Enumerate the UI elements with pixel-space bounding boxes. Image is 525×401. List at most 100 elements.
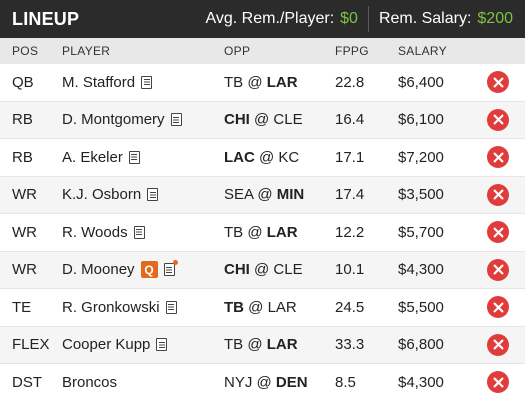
player-name[interactable]: D. Montgomery [62, 111, 165, 129]
at-separator: @ [249, 261, 274, 279]
table-row: TE R. Gronkowski TB @ LAR 24.5 $5,500 [0, 289, 525, 327]
opponent-cell: SEA @ MIN [224, 186, 335, 203]
salary-cell: $4,300 [398, 261, 444, 279]
away-team: NYJ [224, 373, 253, 391]
away-team: TB [224, 223, 244, 241]
home-team: LAR [266, 223, 298, 241]
player-name[interactable]: D. Mooney [62, 261, 135, 279]
player-notes-icon[interactable] [163, 260, 178, 277]
table-row: RB A. Ekeler LAC @ KC 17.1 $7,200 [0, 139, 525, 177]
salary-cell: $6,100 [398, 111, 444, 129]
opponent-cell: CHI @ CLE [224, 261, 335, 278]
home-team: MIN [276, 186, 305, 204]
position-cell: FLEX [12, 336, 50, 354]
action-cell [471, 371, 525, 394]
home-team: CLE [273, 261, 303, 279]
table-header: POS PLAYER OPP FPPG SALARY [0, 38, 525, 64]
opponent-cell: TB @ LAR [224, 224, 335, 241]
remove-player-button[interactable] [487, 371, 509, 394]
fppg-cell: 17.4 [335, 186, 365, 204]
x-circle-icon [493, 302, 503, 313]
position-cell: RB [12, 111, 33, 129]
column-header-player: PLAYER [62, 44, 111, 58]
remove-player-button[interactable] [487, 296, 509, 319]
home-team: LAR [266, 73, 298, 91]
player-notes-icon[interactable] [133, 225, 145, 239]
salary-cell: $4,300 [398, 373, 444, 391]
away-team: TB [224, 298, 244, 316]
remove-player-button[interactable] [487, 333, 509, 356]
salary-cell: $3,500 [398, 186, 444, 204]
player-name[interactable]: M. Stafford [62, 73, 136, 91]
lineup-table-body: QB M. Stafford TB @ LAR 22.8 $6,400 RB D… [0, 64, 525, 401]
position-cell: DST [12, 373, 42, 391]
fppg-cell: 10.1 [335, 261, 365, 279]
column-header-fppg: FPPG [335, 44, 369, 58]
position-cell: WR [12, 261, 37, 279]
at-separator: @ [249, 111, 274, 129]
player-notes-icon[interactable] [156, 338, 168, 352]
position-cell: QB [12, 73, 34, 91]
table-row: WR D. Mooney Q CHI @ CLE 10.1 $4,300 [0, 251, 525, 289]
action-cell [471, 333, 525, 356]
home-team: KC [278, 148, 300, 166]
x-circle-icon [493, 152, 503, 163]
position-cell: WR [12, 186, 37, 204]
opponent-cell: TB @ LAR [224, 74, 335, 91]
position-cell: RB [12, 148, 33, 166]
player-cell: R. Woods [62, 224, 224, 241]
remaining-salary-stat: Rem. Salary: $200 [379, 10, 513, 28]
salary-cell: $5,500 [398, 298, 444, 316]
home-team: LAR [266, 336, 298, 354]
home-team: LAR [267, 298, 297, 316]
player-notes-icon[interactable] [170, 113, 182, 127]
at-separator: @ [243, 73, 267, 91]
player-name[interactable]: R. Gronkowski [62, 298, 160, 316]
salary-cell: $6,400 [398, 73, 444, 91]
player-name[interactable]: Cooper Kupp [62, 336, 151, 354]
table-row: WR R. Woods TB @ LAR 12.2 $5,700 [0, 214, 525, 252]
player-notes-icon[interactable] [147, 188, 159, 202]
table-row: DST Broncos NYJ @ DEN 8.5 $4,300 [0, 364, 525, 401]
remove-player-button[interactable] [487, 146, 509, 169]
player-name[interactable]: K.J. Osborn [62, 186, 142, 204]
column-header-opp: OPP [224, 44, 251, 58]
x-circle-icon [493, 227, 503, 238]
player-notes-icon[interactable] [165, 300, 177, 314]
at-separator: @ [252, 373, 276, 391]
remove-player-button[interactable] [487, 183, 509, 206]
player-notes-icon[interactable] [141, 75, 153, 89]
table-row: FLEX Cooper Kupp TB @ LAR 33.3 $6,800 [0, 326, 525, 364]
salary-cell: $6,800 [398, 336, 444, 354]
position-cell: WR [12, 223, 37, 241]
player-cell: A. Ekeler [62, 149, 224, 166]
avg-remaining-value: $0 [340, 10, 358, 27]
player-notes-icon[interactable] [128, 150, 140, 164]
fppg-cell: 12.2 [335, 223, 365, 241]
remove-player-button[interactable] [487, 71, 509, 94]
remove-player-button[interactable] [487, 258, 509, 281]
news-alert-dot [172, 260, 178, 266]
player-cell: M. Stafford [62, 74, 224, 91]
away-team: TB [224, 336, 244, 354]
salary-cell: $5,700 [398, 223, 444, 241]
remove-player-button[interactable] [487, 108, 509, 131]
avg-remaining-stat: Avg. Rem./Player: $0 [206, 10, 358, 28]
action-cell [471, 108, 525, 131]
action-cell [471, 183, 525, 206]
action-cell [471, 258, 525, 281]
remaining-salary-value: $200 [477, 10, 513, 27]
stats-divider [367, 6, 369, 32]
column-header-salary: SALARY [398, 44, 447, 58]
player-name[interactable]: A. Ekeler [62, 148, 123, 166]
fppg-cell: 8.5 [335, 373, 356, 391]
home-team: CLE [273, 111, 303, 129]
player-cell: K.J. Osborn [62, 186, 224, 203]
questionable-badge[interactable]: Q [140, 261, 158, 279]
player-cell: R. Gronkowski [62, 299, 224, 316]
remove-player-button[interactable] [487, 221, 509, 244]
player-name[interactable]: Broncos [62, 373, 118, 391]
x-circle-icon [493, 77, 503, 88]
away-team: LAC [224, 148, 255, 166]
player-name[interactable]: R. Woods [62, 223, 128, 241]
